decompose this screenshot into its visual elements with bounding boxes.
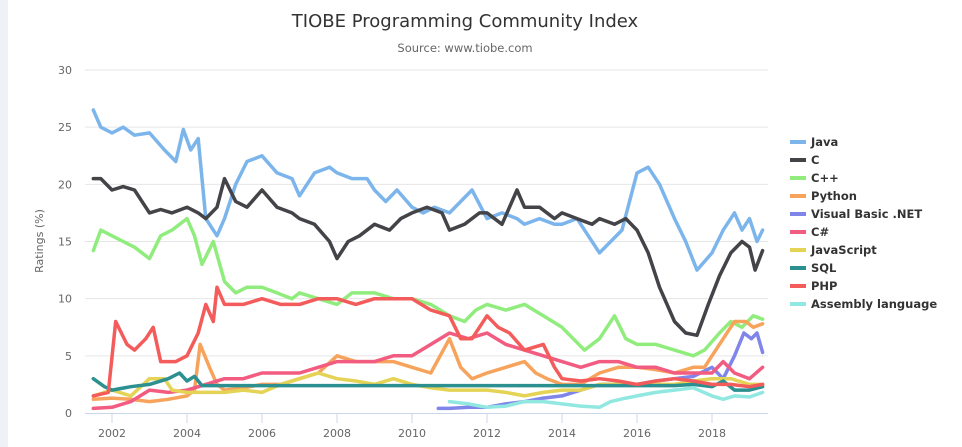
series-line-assembly-language <box>447 386 765 410</box>
chart-subtitle: Source: www.tiobe.com <box>397 41 532 55</box>
y-axis-label: Ratings (%) <box>33 209 46 273</box>
x-tick-label: 2016 <box>623 427 651 440</box>
y-axis: 0 5 10 15 20 25 30 <box>58 64 72 420</box>
y-tick-label: 5 <box>65 350 72 363</box>
legend-label: C++ <box>811 171 839 185</box>
legend-label: PHP <box>811 279 837 293</box>
legend-label: C <box>811 153 819 167</box>
legend-item-assembly-language[interactable]: Assembly language <box>790 297 937 311</box>
legend-swatch <box>790 302 806 306</box>
x-axis: 2002 2004 2006 2008 2010 2012 2014 2016 2018 <box>85 413 768 440</box>
y-tick-label: 20 <box>58 178 72 191</box>
series-line-c <box>91 331 765 411</box>
gridlines <box>85 69 768 357</box>
y-tick-label: 10 <box>58 293 72 306</box>
series-line-c <box>91 176 765 338</box>
legend-swatch <box>790 248 806 252</box>
legend-label: Java <box>810 135 838 149</box>
legend-label: C# <box>811 225 829 239</box>
legend-swatch <box>790 194 806 198</box>
legend-swatch <box>790 176 806 180</box>
x-tick-label: 2002 <box>98 427 126 440</box>
legend-label: Python <box>811 189 857 203</box>
legend-label: SQL <box>811 261 837 275</box>
legend-item-php[interactable]: PHP <box>790 279 837 293</box>
series-line-php <box>91 285 765 398</box>
legend-swatch <box>790 284 806 288</box>
legend-swatch <box>790 158 806 162</box>
series-line-sql <box>91 371 765 392</box>
legend: Java C C++ Python Visual Basic .NET C# JavaScr… <box>790 135 937 311</box>
series-line-python <box>91 319 765 404</box>
legend-swatch <box>790 266 806 270</box>
series-group <box>91 108 765 411</box>
legend-label: Assembly language <box>811 297 937 311</box>
y-tick-label: 25 <box>58 121 72 134</box>
series-line-c <box>91 216 765 358</box>
y-tick-label: 15 <box>58 236 72 249</box>
y-tick-label: 0 <box>65 407 72 420</box>
legend-item-javascript[interactable]: JavaScript <box>790 243 877 257</box>
legend-item-c[interactable]: C++ <box>790 171 839 185</box>
legend-item-c[interactable]: C# <box>790 225 829 239</box>
legend-item-visual-basic-net[interactable]: Visual Basic .NET <box>790 207 922 221</box>
x-tick-label: 2010 <box>398 427 426 440</box>
legend-item-sql[interactable]: SQL <box>790 261 837 275</box>
x-tick-label: 2006 <box>248 427 276 440</box>
x-tick-label: 2012 <box>473 427 501 440</box>
x-tick-label: 2014 <box>548 427 576 440</box>
x-tick-label: 2004 <box>173 427 201 440</box>
x-tick-label: 2018 <box>698 427 726 440</box>
series-line-java <box>91 108 765 272</box>
y-tick-label: 30 <box>58 64 72 77</box>
legend-swatch <box>790 212 806 216</box>
x-tick-label: 2008 <box>323 427 351 440</box>
page-left-border <box>0 0 8 447</box>
legend-label: Visual Basic .NET <box>811 207 922 221</box>
legend-item-python[interactable]: Python <box>790 189 857 203</box>
legend-swatch <box>790 230 806 234</box>
legend-swatch <box>790 140 806 144</box>
legend-item-c[interactable]: C <box>790 153 819 167</box>
chart-title: TIOBE Programming Community Index <box>291 11 639 32</box>
legend-label: JavaScript <box>810 243 877 257</box>
legend-item-java[interactable]: Java <box>790 135 838 149</box>
